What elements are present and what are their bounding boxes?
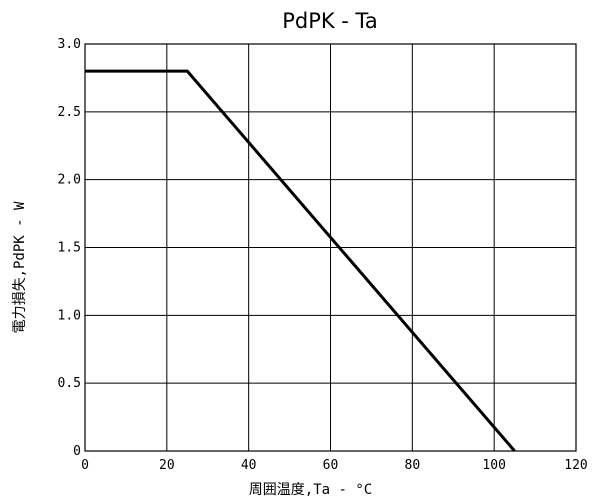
y-tick-label: 2.0 [58,173,81,188]
y-tick-label: 0 [73,444,81,459]
y-axis-label: 電力損失,PdPK - W [12,201,28,333]
chart-title: PdPK - Ta [282,9,378,33]
y-tick-label: 1.5 [58,241,81,256]
x-tick-label: 80 [405,458,421,473]
y-tick-label: 2.5 [58,105,81,120]
series-line-1 [85,69,516,452]
tick-labels: 0 20 40 60 80 100 120 0 0.5 1.0 1.5 2.0 2.5 3.0 [58,37,588,473]
x-tick-label: 60 [323,458,339,473]
y-tick-label: 3.0 [58,37,81,52]
x-tick-label: 100 [482,458,505,473]
x-axis-label: 周囲温度,Ta - °C [249,482,372,498]
y-tick-label: 1.0 [58,308,81,323]
grid [85,44,576,451]
x-tick-label: 0 [81,458,89,473]
x-tick-label: 40 [241,458,257,473]
plot-frame [84,43,577,452]
series-layer [85,69,516,452]
x-tick-label: 120 [564,458,587,473]
x-tick-label: 20 [159,458,175,473]
y-tick-label: 0.5 [58,376,81,391]
